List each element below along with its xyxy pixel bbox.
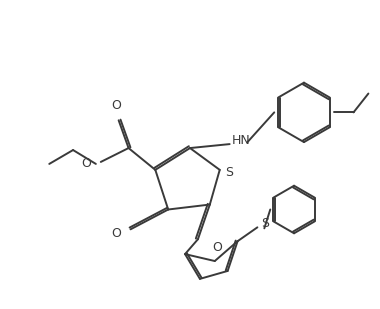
Text: O: O [111,227,120,240]
Text: O: O [112,99,122,112]
Text: HN: HN [232,133,250,147]
Text: O: O [212,241,222,254]
Text: S: S [261,217,269,230]
Text: O: O [81,157,91,171]
Text: S: S [225,166,233,179]
